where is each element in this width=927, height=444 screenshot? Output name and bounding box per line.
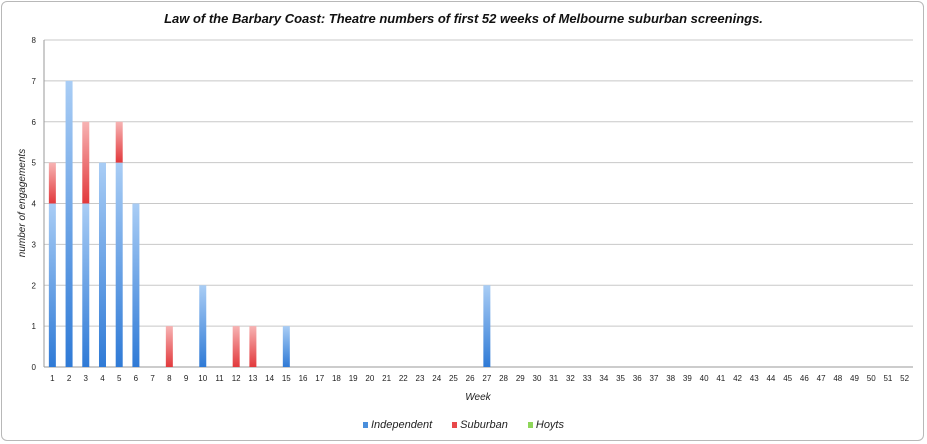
bar-suburban-week-12 [232,326,240,368]
chart-legend: Independent Suburban Hoyts [0,419,927,431]
y-tick-label: 1 [32,322,37,331]
x-tick-label: 17 [315,374,324,383]
legend-label: Hoyts [535,419,564,431]
legend-label: Independent [370,419,433,431]
x-tick-label: 29 [516,374,525,383]
x-tick-label: 5 [117,374,122,383]
x-tick-label: 50 [867,374,876,383]
x-tick-label: 9 [184,374,189,383]
bar-independent-week-15 [282,326,290,368]
chart-title: Law of the Barbary Coast: Theatre number… [164,11,763,26]
y-tick-label: 5 [32,159,37,168]
x-tick-label: 1 [50,374,55,383]
x-tick-label: 47 [817,374,826,383]
bar-suburban-week-1 [48,162,56,204]
x-tick-label: 14 [265,374,274,383]
x-tick-label: 11 [215,374,224,383]
x-tick-label: 43 [750,374,759,383]
y-tick-label: 7 [32,77,37,86]
x-tick-label: 19 [349,374,358,383]
x-tick-label: 13 [248,374,257,383]
x-tick-label: 51 [883,374,892,383]
legend-swatch [452,422,458,428]
x-tick-label: 2 [67,374,72,383]
x-tick-label: 23 [416,374,425,383]
y-tick-label: 6 [32,118,37,127]
x-tick-label: 12 [232,374,241,383]
bar-suburban-week-5 [115,121,123,163]
y-tick-label: 8 [32,36,37,45]
x-tick-label: 30 [533,374,542,383]
x-tick-label: 42 [733,374,742,383]
bar-independent-week-5 [115,162,123,368]
x-tick-label: 52 [900,374,909,383]
x-tick-label: 46 [800,374,809,383]
x-tick-label: 4 [100,374,105,383]
x-tick-label: 41 [716,374,725,383]
legend-item-hoyts: Hoyts [527,419,564,431]
x-tick-label: 10 [198,374,207,383]
x-tick-label: 35 [616,374,625,383]
x-tick-label: 38 [666,374,675,383]
x-tick-label: 15 [282,374,291,383]
x-tick-label: 24 [432,374,441,383]
bar-independent-week-6 [132,203,140,367]
x-tick-label: 36 [633,374,642,383]
x-tick-label: 44 [766,374,775,383]
x-tick-label: 3 [84,374,89,383]
bar-independent-week-1 [48,203,56,367]
x-tick-label: 33 [583,374,592,383]
x-tick-label: 49 [850,374,859,383]
bar-independent-week-2 [65,80,73,368]
x-tick-label: 26 [466,374,475,383]
x-tick-label: 18 [332,374,341,383]
y-tick-label: 0 [32,363,37,372]
legend-swatch [527,422,533,428]
bar-suburban-week-3 [82,121,90,204]
bar-suburban-week-13 [249,326,257,368]
legend-item-independent: Independent [362,419,433,431]
x-tick-label: 22 [399,374,408,383]
bar-independent-week-4 [98,162,106,368]
x-tick-label: 48 [833,374,842,383]
y-tick-label: 2 [32,281,37,290]
x-tick-label: 32 [566,374,575,383]
x-tick-label: 31 [549,374,558,383]
x-tick-label: 16 [299,374,308,383]
bar-suburban-week-8 [165,326,173,368]
legend-item-suburban: Suburban [452,419,508,431]
y-tick-label: 3 [32,240,37,249]
x-tick-label: 37 [650,374,659,383]
y-axis-label: number of engagements [17,149,28,257]
x-tick-label: 39 [683,374,692,383]
legend-label: Suburban [460,419,508,431]
y-tick-label: 4 [32,200,37,209]
bar-independent-week-27 [483,285,491,367]
x-axis-label: Week [465,392,491,403]
bar-independent-week-10 [199,285,207,367]
bar-independent-week-3 [82,203,90,367]
x-tick-label: 7 [150,374,155,383]
legend-swatch [362,422,368,428]
x-tick-label: 45 [783,374,792,383]
x-tick-label: 20 [365,374,374,383]
x-tick-label: 8 [167,374,172,383]
x-tick-label: 21 [382,374,391,383]
x-tick-label: 27 [482,374,491,383]
x-tick-label: 6 [134,374,139,383]
x-tick-label: 40 [700,374,709,383]
x-tick-label: 34 [599,374,608,383]
x-tick-label: 25 [449,374,458,383]
x-tick-label: 28 [499,374,508,383]
